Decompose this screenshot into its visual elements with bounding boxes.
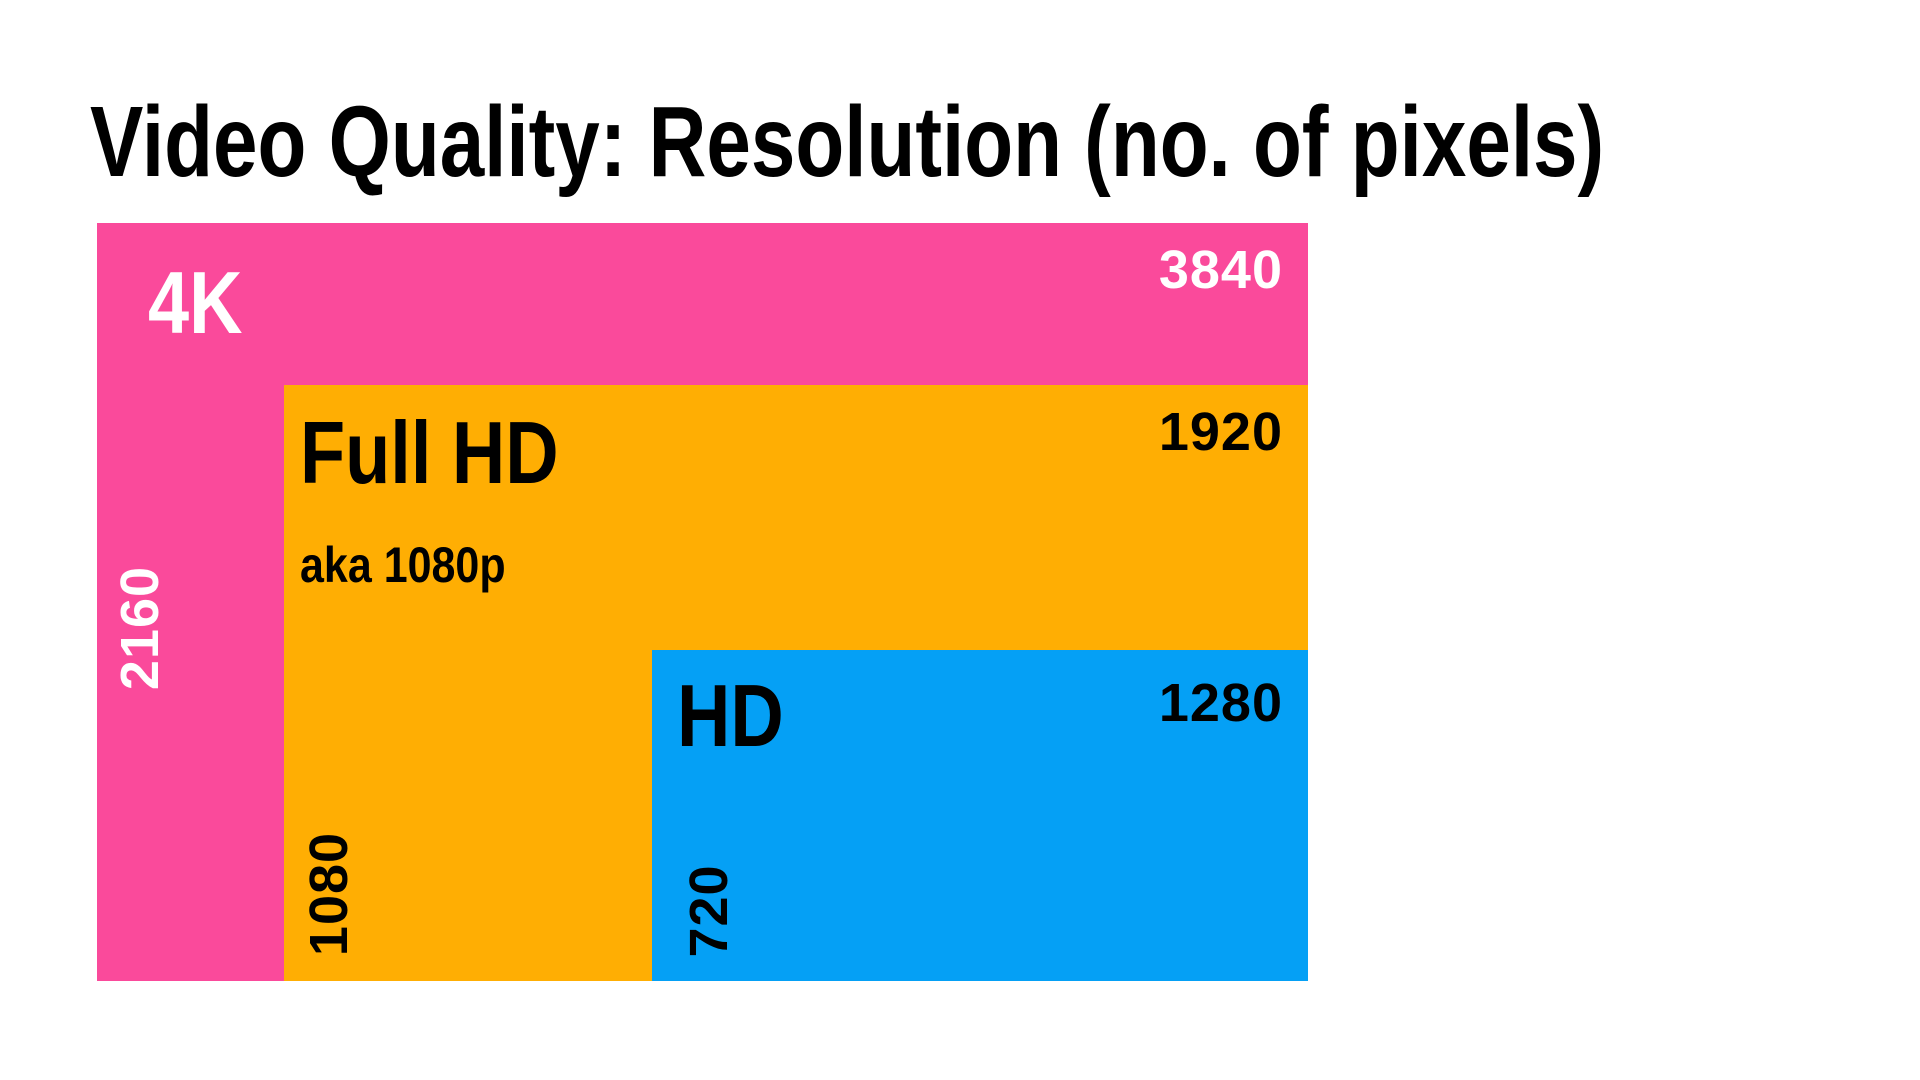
page-title: Video Quality: Resolution (no. of pixels… [90, 86, 1605, 198]
width-label-full-hd: 1920 [1158, 402, 1283, 462]
height-label-full-hd: 1080 [299, 831, 359, 957]
resolution-name-full-hd: Full HD [300, 403, 559, 502]
height-label-hd: 720 [679, 864, 739, 958]
resolution-name-hd: HD [677, 666, 784, 765]
width-label-hd: 1280 [1158, 673, 1283, 733]
width-label-4k: 3840 [1158, 240, 1283, 300]
height-label-4k: 2160 [110, 565, 170, 691]
rect-hd [652, 650, 1308, 981]
subtitle-full-hd: aka 1080p [300, 537, 506, 593]
resolution-name-4k: 4K [148, 253, 243, 352]
